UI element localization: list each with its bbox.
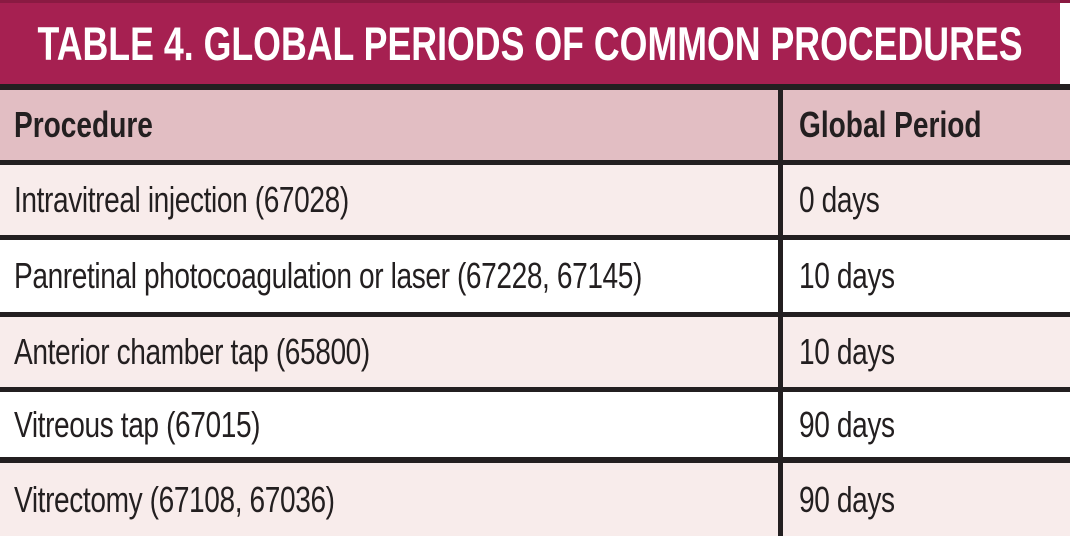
column-header-global-period-label: Global Period: [799, 104, 982, 145]
procedure-value: Anterior chamber tap (65800): [14, 331, 370, 372]
table-row: Anterior chamber tap (65800) 10 days: [0, 317, 1070, 392]
global-period-cell: 90 days: [778, 392, 1070, 457]
global-period-value: 10 days: [799, 255, 895, 296]
global-period-cell: 0 days: [778, 165, 1070, 235]
table-header-row: Procedure Global Period: [0, 90, 1070, 165]
procedure-cell: Vitreous tap (67015): [0, 392, 778, 457]
procedure-cell: Panretinal photocoagulation or laser (67…: [0, 240, 778, 312]
column-header-procedure-label: Procedure: [14, 104, 153, 145]
table-title-band: TABLE 4. GLOBAL PERIODS OF COMMON PROCED…: [0, 0, 1070, 90]
table-title: TABLE 4. GLOBAL PERIODS OF COMMON PROCED…: [37, 17, 1023, 70]
table-row: Vitrectomy (67108, 67036) 90 days: [0, 463, 1070, 536]
procedure-value: Vitreous tap (67015): [14, 403, 261, 445]
column-header-global-period: Global Period: [778, 90, 1070, 160]
table-title-background: TABLE 4. GLOBAL PERIODS OF COMMON PROCED…: [0, 3, 1060, 84]
procedure-value: Panretinal photocoagulation or laser (67…: [14, 255, 642, 296]
global-period-cell: 90 days: [778, 463, 1070, 536]
procedure-cell: Anterior chamber tap (65800): [0, 317, 778, 387]
global-period-value: 90 days: [799, 478, 895, 520]
procedure-cell: Vitrectomy (67108, 67036): [0, 463, 778, 536]
table-row: Vitreous tap (67015) 90 days: [0, 392, 1070, 463]
procedure-value: Vitrectomy (67108, 67036): [14, 478, 335, 520]
table-row: Panretinal photocoagulation or laser (67…: [0, 240, 1070, 317]
global-period-value: 90 days: [799, 403, 895, 445]
table-row: Intravitreal injection (67028) 0 days: [0, 165, 1070, 240]
global-period-cell: 10 days: [778, 317, 1070, 387]
global-period-cell: 10 days: [778, 240, 1070, 312]
procedure-value: Intravitreal injection (67028): [14, 179, 349, 220]
column-header-procedure: Procedure: [0, 90, 778, 160]
procedure-cell: Intravitreal injection (67028): [0, 165, 778, 235]
global-period-value: 10 days: [799, 331, 895, 372]
global-period-value: 0 days: [799, 179, 880, 220]
